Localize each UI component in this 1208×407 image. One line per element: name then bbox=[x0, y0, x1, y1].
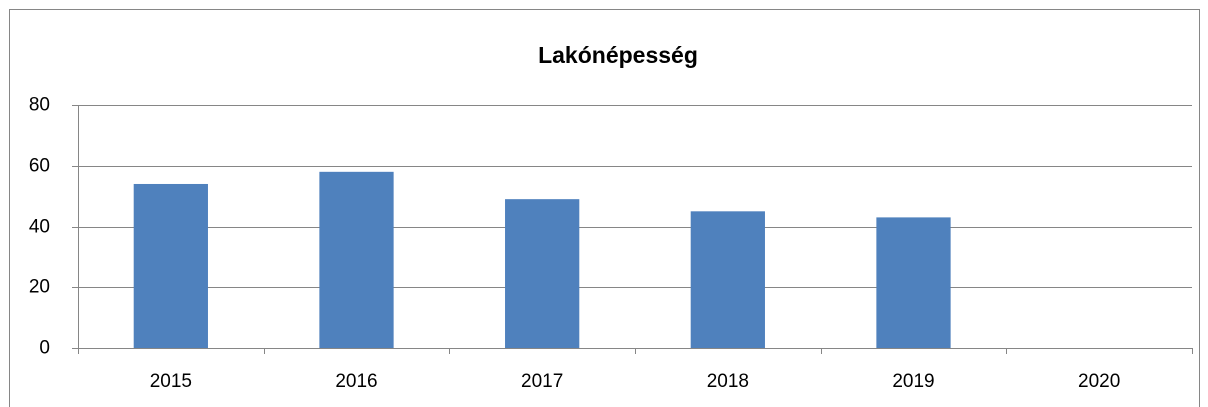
x-tick-label: 2017 bbox=[521, 371, 563, 392]
x-tick-label: 2020 bbox=[1078, 371, 1120, 392]
bar bbox=[505, 199, 580, 348]
y-tick-label: 20 bbox=[29, 277, 50, 298]
x-tick-label: 2015 bbox=[150, 371, 192, 392]
bar bbox=[133, 183, 208, 348]
y-tick-label: 40 bbox=[29, 217, 50, 238]
chart-frame bbox=[9, 9, 1200, 407]
bar bbox=[690, 211, 765, 348]
chart-title: Lakónépesség bbox=[538, 42, 698, 68]
x-tick-label: 2019 bbox=[892, 371, 934, 392]
y-tick-label: 0 bbox=[39, 338, 50, 359]
y-tick-label: 80 bbox=[29, 95, 50, 116]
y-tick-label: 60 bbox=[29, 156, 50, 177]
x-tick-label: 2018 bbox=[707, 371, 749, 392]
bar bbox=[876, 217, 951, 348]
bar bbox=[319, 171, 394, 348]
x-tick-label: 2016 bbox=[335, 371, 377, 392]
